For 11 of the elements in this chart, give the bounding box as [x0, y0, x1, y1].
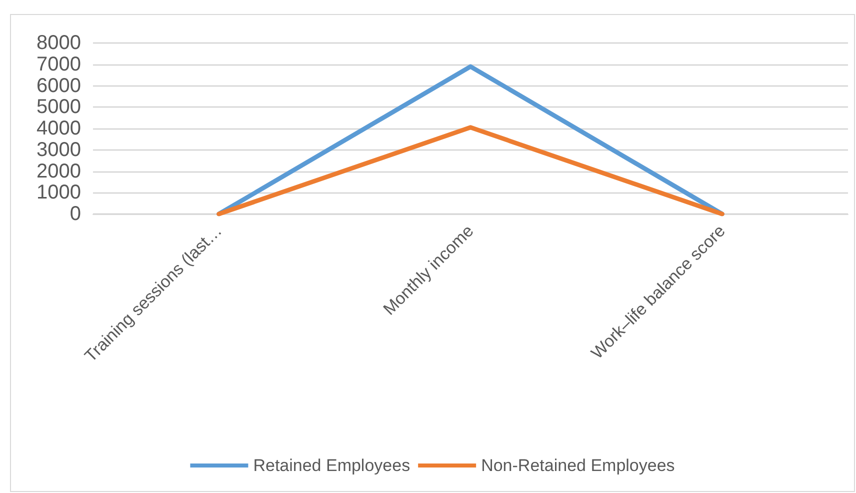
y-tick-label: 1000: [36, 182, 81, 204]
y-tick-label: 7000: [36, 53, 81, 76]
y-tick-label: 2000: [36, 160, 81, 182]
y-tick-label: 3000: [36, 138, 81, 161]
y-tick-label: 6000: [36, 74, 81, 97]
y-tick-label: 4000: [36, 118, 81, 140]
y-tick-label: 8000: [36, 32, 81, 54]
legend-label: Non-Retained Employees: [481, 456, 675, 475]
legend-label: Retained Employees: [253, 456, 410, 475]
y-tick-label: 0: [70, 203, 81, 225]
y-tick-label: 5000: [36, 96, 81, 118]
